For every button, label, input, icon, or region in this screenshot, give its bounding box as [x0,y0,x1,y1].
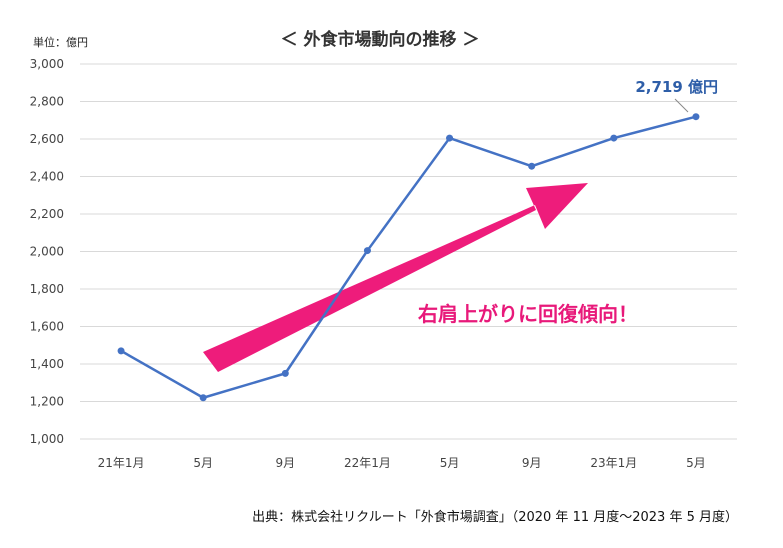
x-tick-label: 22年1月 [344,456,391,470]
x-tick-label: 9月 [522,456,542,470]
series-points [117,113,700,402]
x-tick-label: 9月 [275,456,295,470]
y-tick-label: 1,200 [30,395,64,409]
y-axis-ticks: 1,000 1,200 1,400 1,600 1,800 2,000 2,200 2,400… [30,57,64,446]
y-tick-label: 1,600 [30,320,64,334]
y-tick-label: 2,600 [30,132,64,146]
data-point [692,113,700,121]
value-callout: 2,719 億円 [635,78,718,96]
y-tick-label: 2,200 [30,207,64,221]
data-point [610,134,618,142]
x-tick-label: 5月 [440,456,460,470]
y-tick-label: 2,800 [30,95,64,109]
y-tick-label: 1,400 [30,357,64,371]
data-point [117,347,125,355]
series-line [120,115,697,399]
x-axis-ticks: 21年1月 5月 9月 22年1月 5月 9月 23年1月 5月 [98,456,706,470]
y-tick-label: 1,000 [30,432,64,446]
y-tick-label: 1,800 [30,282,64,296]
x-tick-label: 5月 [193,456,213,470]
unit-label: 単位：億円 [33,35,88,49]
y-tick-label: 2,000 [30,245,64,259]
chart-title: ＜ 外食市場動向の推移 ＞ [281,29,480,50]
data-point [363,247,371,255]
callout-leader [674,98,689,113]
trend-annotation: 右肩上がりに回復傾向！ [418,302,638,326]
x-tick-label: 21年1月 [98,456,145,470]
data-point [528,162,536,170]
data-point [446,134,454,142]
data-point [281,369,289,377]
y-tick-label: 3,000 [30,57,64,71]
gridlines [80,63,737,440]
x-tick-label: 5月 [686,456,706,470]
data-point [199,394,207,402]
y-tick-label: 2,400 [30,170,64,184]
trend-arrow [203,183,588,372]
x-tick-label: 23年1月 [590,456,637,470]
source-note: 出典：株式会社リクルート「外食市場調査」（2020 年 11 月度～2023 年… [252,509,738,525]
